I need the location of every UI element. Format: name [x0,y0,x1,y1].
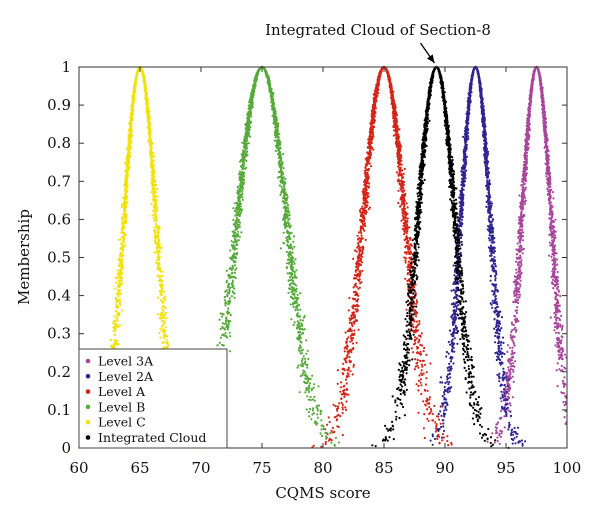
series-level-3a [486,65,568,445]
legend-marker [85,419,91,425]
cloud-drops [311,65,453,449]
y-tick-label: 0.5 [47,249,71,267]
annotation-arrow [419,42,435,64]
y-tick-label: 0.3 [47,325,71,343]
series-integrated-cloud [371,65,510,449]
x-tick-label: 60 [69,459,88,477]
legend-label: Integrated Cloud [98,430,206,445]
legend-marker [85,435,91,440]
y-tick-label: 0 [61,439,71,457]
x-tick-label: 100 [553,459,582,477]
y-tick-label: 1 [61,58,71,76]
x-axis-label: CQMS score [275,484,370,502]
x-tick-label: 90 [435,459,454,477]
x-tick-label: 75 [252,459,271,477]
y-tick-label: 0.6 [47,210,71,228]
cloud-drops [486,65,568,445]
legend-label: Level 3A [98,354,154,369]
y-axis-label: Membership [15,209,33,305]
annotation-arrow-head [427,54,435,63]
cloud-drops [371,65,510,449]
y-tick-label: 0.9 [47,96,71,114]
x-tick-label: 70 [191,459,210,477]
y-tick-label: 0.4 [47,287,71,305]
legend-box [78,348,228,449]
series-level-2a [429,65,527,447]
x-tick-label: 95 [496,459,515,477]
legend-marker [85,389,91,394]
series-level-a [311,65,453,449]
cloud-drops [429,65,527,447]
x-tick-label: 85 [374,459,393,477]
y-tick-label: 0.8 [47,134,71,152]
legend-marker [85,374,91,379]
annotation-text: Integrated Cloud of Section-8 [265,21,491,39]
x-tick-label: 65 [130,459,149,477]
legend-label: Level B [98,399,145,414]
legend-label: Level C [98,415,146,430]
legend-marker [85,404,91,410]
legend-marker [85,358,91,364]
y-tick-label: 0.2 [47,363,71,381]
axis-tick-labels: 60 65 70 75 80 85 90 95 100 0 0.1 0.2 0.3 0.4 0.5 0.6 0.… [47,58,581,477]
x-tick-label: 80 [313,459,332,477]
legend-label: Level 2A [98,369,154,384]
legend-label: Level A [98,384,146,399]
y-tick-label: 0.7 [47,172,71,190]
y-tick-label: 0.1 [47,401,71,419]
